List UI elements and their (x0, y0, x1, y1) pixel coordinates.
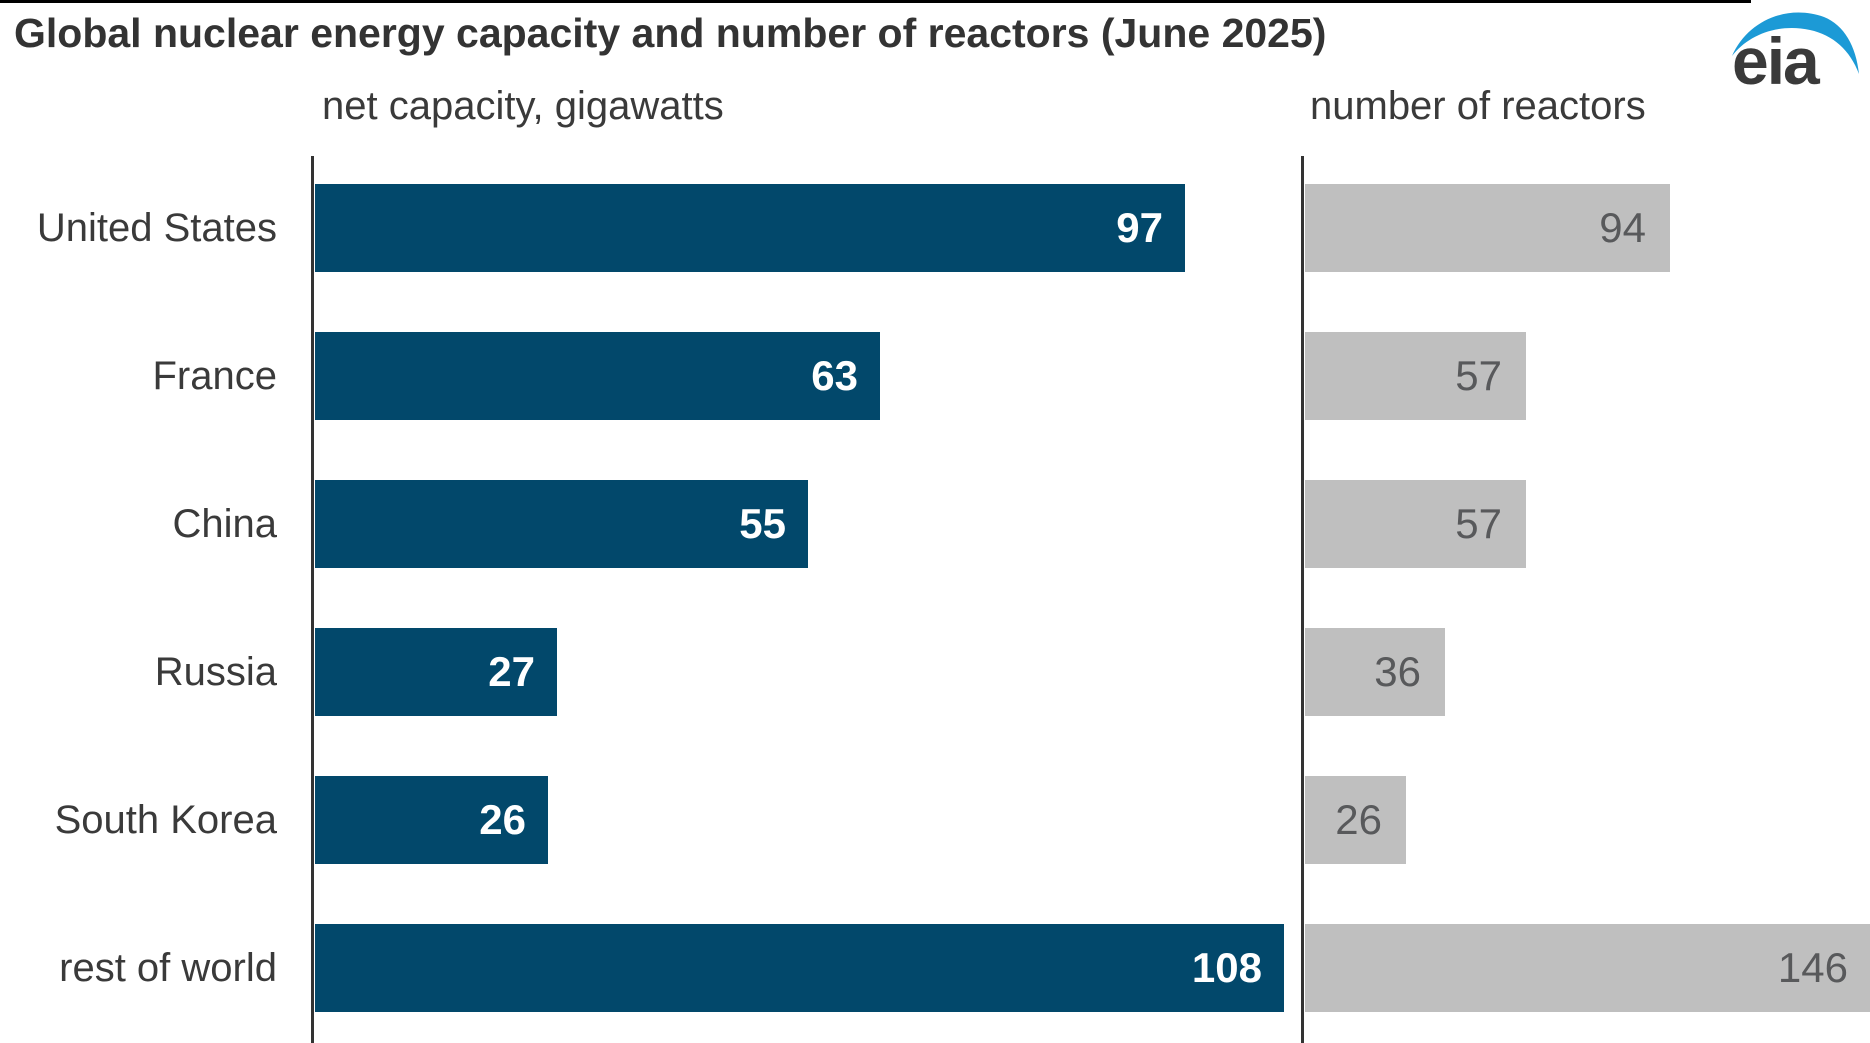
top-border-rule (0, 0, 1751, 3)
reactors-bar-rest-of-world: 146 (1305, 924, 1870, 1012)
eia-logo: eia (1726, 4, 1866, 106)
capacity-bar-rest-of-world: 108 (315, 924, 1284, 1012)
reactors-bar-south-korea: 26 (1305, 776, 1406, 864)
capacity-value-united-states: 97 (1116, 204, 1163, 251)
capacity-panel-header: net capacity, gigawatts (322, 84, 724, 128)
chart-title: Global nuclear energy capacity and numbe… (14, 10, 1327, 56)
reactors-value-france: 57 (1455, 352, 1502, 399)
capacity-axis-line (311, 156, 314, 1043)
reactors-bar-united-states: 94 (1305, 184, 1670, 272)
capacity-bar-united-states: 97 (315, 184, 1185, 272)
reactors-axis-line (1301, 156, 1304, 1043)
category-label-rest-of-world: rest of world (59, 946, 277, 990)
reactors-value-rest-of-world: 146 (1777, 944, 1848, 991)
reactors-value-south-korea: 26 (1335, 796, 1382, 843)
reactors-value-russia: 36 (1374, 648, 1421, 695)
reactors-value-china: 57 (1455, 500, 1502, 547)
capacity-value-rest-of-world: 108 (1191, 944, 1262, 991)
category-label-united-states: United States (36, 206, 277, 250)
reactors-bar-russia: 36 (1305, 628, 1445, 716)
eia-swoosh-icon (1732, 12, 1859, 74)
category-label-south-korea: South Korea (54, 798, 277, 842)
category-label-china: China (172, 502, 277, 546)
reactors-bar-china: 57 (1305, 480, 1526, 568)
capacity-bar-russia: 27 (315, 628, 557, 716)
capacity-value-south-korea: 26 (479, 796, 526, 843)
capacity-bar-france: 63 (315, 332, 880, 420)
capacity-bar-south-korea: 26 (315, 776, 548, 864)
category-label-russia: Russia (154, 650, 277, 694)
reactors-value-united-states: 94 (1599, 204, 1646, 251)
reactors-panel-header: number of reactors (1310, 84, 1646, 128)
capacity-value-china: 55 (739, 500, 786, 547)
capacity-value-russia: 27 (488, 648, 535, 695)
category-label-france: France (152, 354, 278, 398)
capacity-bar-china: 55 (315, 480, 808, 568)
eia-logo-text: eia (1732, 24, 1820, 98)
capacity-value-france: 63 (811, 352, 858, 399)
reactors-bar-france: 57 (1305, 332, 1526, 420)
